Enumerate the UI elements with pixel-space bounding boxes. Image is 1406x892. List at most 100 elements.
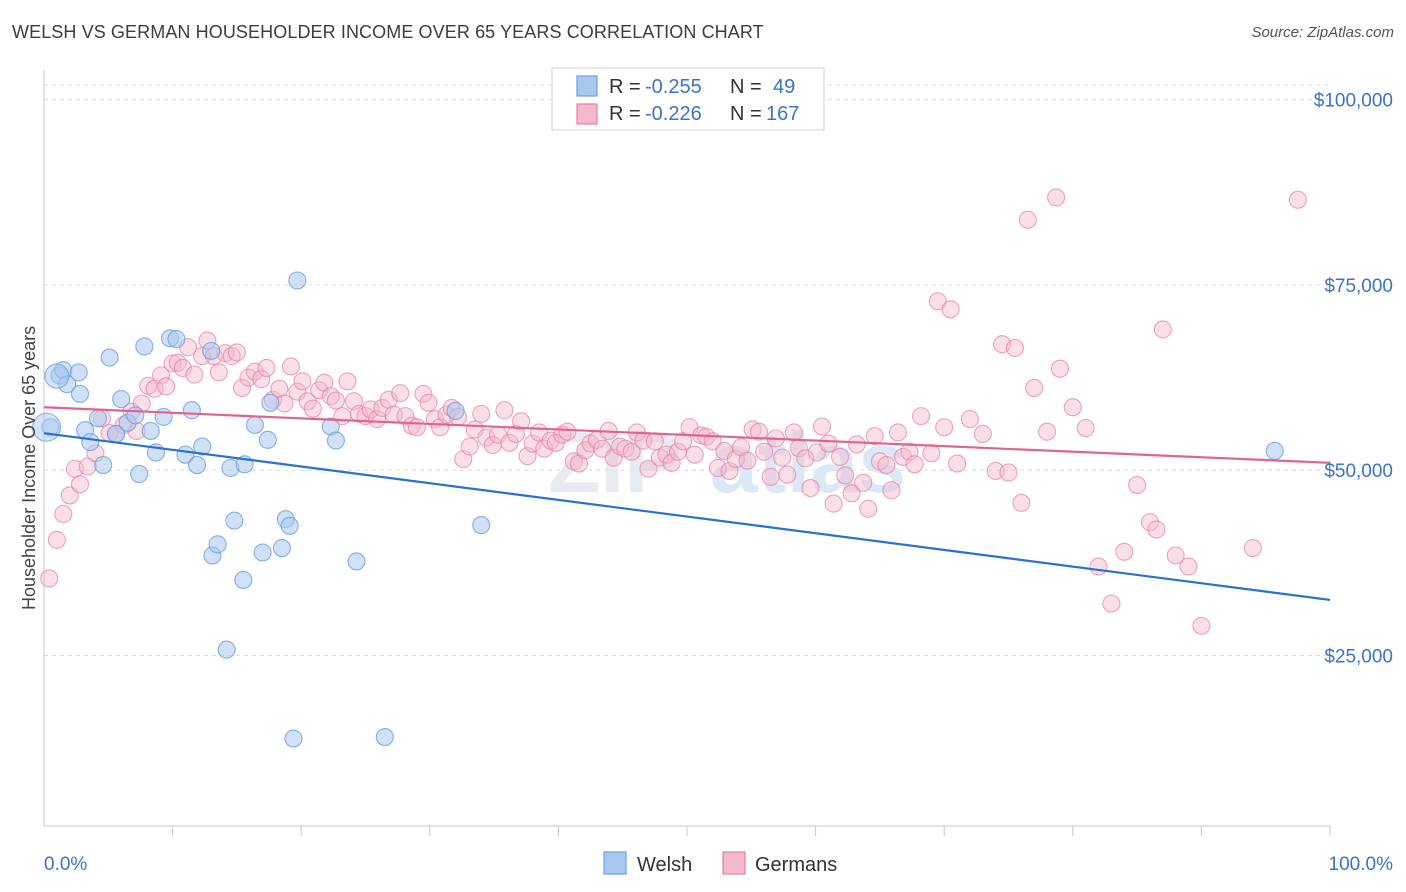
- germans-point-166: [1140, 513, 1160, 532]
- welsh-point-4: [69, 363, 88, 382]
- germans-point-157: [1025, 378, 1044, 398]
- germans-point-59: [396, 407, 415, 426]
- legend-welsh-swatch: [603, 851, 627, 875]
- germans-point-125: [778, 465, 797, 484]
- germans-point-143: [882, 481, 901, 500]
- welsh-point-48: [472, 516, 491, 535]
- germans-point-54: [368, 410, 387, 429]
- germans-point-87: [558, 422, 577, 441]
- welsh-point-24: [187, 455, 207, 475]
- welsh-n-label: N =: [730, 76, 762, 98]
- germans-trend-line: [43, 406, 1331, 464]
- welsh-point-47: [446, 401, 465, 420]
- germans-point-148: [912, 407, 931, 426]
- germans-point-138: [854, 473, 873, 492]
- germans-r-value: -0.226: [645, 103, 702, 125]
- germans-point-158: [1038, 422, 1057, 441]
- welsh-point-9: [94, 455, 113, 475]
- germans-point-1: [47, 530, 66, 549]
- welsh-point-41: [284, 729, 303, 748]
- germans-point-43: [303, 399, 322, 418]
- germans-point-98: [622, 442, 641, 461]
- y-tick-label-0: $25,000: [1324, 647, 1393, 668]
- welsh-point-34: [245, 415, 264, 435]
- stats-legend: R = -0.255 N = 49 R = -0.226 N = 167: [551, 67, 825, 131]
- legend-germans-label: Germans: [755, 854, 837, 876]
- germans-point-168: [1166, 546, 1185, 565]
- germans-point-118: [738, 451, 757, 470]
- welsh-n-value: 49: [773, 76, 795, 98]
- welsh-point-17: [141, 421, 160, 441]
- germans-point-63: [419, 393, 438, 412]
- y-axis-label: Householder Income Over 65 years: [19, 326, 39, 610]
- germans-point-105: [662, 453, 681, 472]
- welsh-point-23: [182, 401, 201, 420]
- germans-point-149: [922, 444, 941, 463]
- germans-point-172: [1288, 190, 1307, 209]
- germans-point-160: [1063, 398, 1082, 417]
- welsh-point-15: [130, 464, 149, 483]
- welsh-point-10: [100, 348, 119, 367]
- germans-point-153: [973, 424, 992, 443]
- germans-point-70: [460, 437, 479, 456]
- germans-point-115: [720, 461, 739, 481]
- germans-point-49: [338, 372, 357, 391]
- welsh-point-42: [288, 271, 307, 290]
- germans-point-179: [1147, 520, 1166, 539]
- legend-germans-swatch: [722, 851, 746, 875]
- germans-r-label: R =: [609, 103, 641, 125]
- welsh-point-36: [258, 430, 277, 449]
- germans-point-165: [1128, 476, 1147, 495]
- germans-point-151: [948, 454, 967, 473]
- germans-point-164: [1115, 542, 1134, 561]
- germans-point-122: [761, 467, 780, 486]
- welsh-point-46: [375, 728, 394, 747]
- welsh-point-26: [202, 341, 221, 360]
- germans-point-161: [1076, 418, 1095, 438]
- germans-point-76: [495, 401, 514, 420]
- germans-point-142: [877, 455, 896, 475]
- welsh-r-value: -0.255: [645, 76, 702, 98]
- welsh-point-16: [135, 337, 154, 356]
- germans-point-116: [726, 450, 745, 469]
- welsh-point-45: [347, 552, 366, 571]
- germans-point-35: [257, 358, 276, 378]
- watermark-atlas: atlas: [710, 415, 906, 511]
- germans-point-175: [928, 292, 947, 311]
- germans-point-30: [227, 343, 246, 362]
- germans-point-171: [1243, 539, 1262, 558]
- welsh-trend-line: [43, 432, 1331, 602]
- welsh-point-5: [70, 384, 90, 403]
- welsh-point-19: [154, 407, 173, 426]
- germans-point-121: [755, 442, 774, 461]
- germans-point-131: [812, 417, 832, 436]
- germans-point-162: [1089, 557, 1108, 576]
- germans-point-170: [1192, 616, 1211, 635]
- germans-point-150: [935, 418, 954, 437]
- germans-n-value: 167: [766, 103, 799, 125]
- germans-point-17: [151, 366, 171, 385]
- y-tick-label-3: $100,000: [1314, 91, 1393, 112]
- germans-point-41: [293, 372, 312, 391]
- welsh-point-25: [193, 437, 212, 456]
- germans-point-135: [836, 466, 855, 485]
- germans-point-139: [859, 499, 878, 518]
- germans-point-144: [888, 423, 907, 442]
- germans-point-156: [1012, 493, 1031, 512]
- germans-point-109: [685, 445, 704, 464]
- welsh-point-31: [225, 511, 244, 530]
- source-label: Source: ZipAtlas.com: [1251, 24, 1394, 41]
- x-tick-label-0: 0.0%: [44, 854, 87, 875]
- germans-point-62: [414, 384, 433, 403]
- welsh-swatch: [576, 75, 598, 97]
- welsh-point-8: [88, 409, 108, 428]
- germans-point-5: [70, 475, 90, 494]
- welsh-point-28: [208, 535, 227, 554]
- axes: [43, 70, 1331, 836]
- welsh-point-7: [81, 433, 100, 452]
- germans-point-102: [645, 432, 664, 451]
- germans-point-19: [163, 354, 182, 373]
- germans-n-label: N =: [730, 103, 762, 125]
- series-legend: Welsh Germans: [603, 851, 837, 876]
- germans-point-81: [523, 434, 542, 453]
